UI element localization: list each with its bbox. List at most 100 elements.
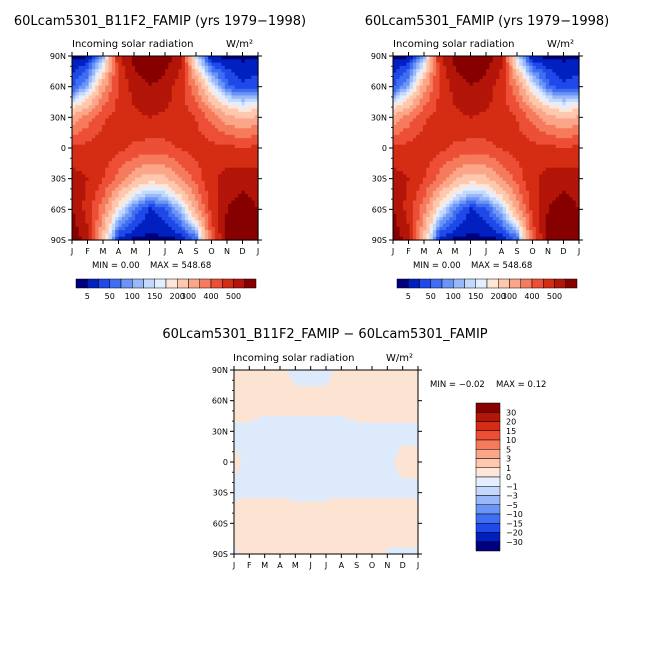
heatmap-cell (214, 213, 219, 218)
heatmap-cell (419, 79, 424, 83)
heatmap-cell (456, 88, 461, 93)
heatmap-cell (436, 121, 441, 126)
heatmap-cell (426, 131, 431, 136)
heatmap-cell (432, 141, 437, 146)
heatmap-cell (151, 187, 156, 192)
heatmap-cell (402, 75, 407, 80)
heatmap-cell (449, 59, 454, 64)
heatmap-cell (72, 190, 76, 195)
heatmap-cell (228, 220, 233, 225)
heatmap-cell (419, 98, 424, 103)
heatmap-cell (214, 118, 219, 123)
heatmap-cell (238, 164, 242, 169)
heatmap-cell (562, 148, 567, 152)
heatmap-cell (128, 210, 133, 215)
panel-1-heatmap (72, 56, 259, 241)
heatmap-cell (519, 141, 524, 146)
heatmap-cell (174, 148, 179, 152)
heatmap-cell (224, 171, 229, 175)
heatmap-cell (161, 141, 166, 146)
heatmap-cell (412, 118, 417, 123)
heatmap-cell (519, 125, 524, 129)
heatmap-cell (555, 131, 560, 136)
heatmap-cell (88, 95, 93, 100)
heatmap-cell (178, 197, 183, 202)
heatmap-cell (419, 118, 424, 123)
heatmap-cell (148, 148, 153, 152)
heatmap-cell (399, 151, 404, 156)
heatmap-cell (482, 92, 487, 97)
heatmap-cell (72, 187, 76, 192)
heatmap-cell (75, 210, 80, 215)
heatmap-cell (178, 148, 183, 152)
heatmap-cell (244, 75, 249, 80)
heatmap-cell (228, 210, 233, 215)
heatmap-cell (539, 62, 544, 67)
heatmap-cell (208, 213, 213, 218)
heatmap-cell (131, 180, 136, 185)
heatmap-cell (155, 108, 159, 113)
heatmap-cell (168, 210, 173, 215)
heatmap-cell (234, 217, 239, 221)
heatmap-cell (489, 148, 494, 152)
heatmap-cell (98, 223, 103, 228)
heatmap-cell (151, 190, 156, 195)
heatmap-cell (479, 144, 484, 149)
panel-1: 60Lcam5301_B11F2_FAMIP (yrs 1979−1998) I… (14, 14, 306, 301)
heatmap-cell (565, 118, 570, 123)
heatmap-cell (95, 233, 100, 238)
heatmap-cell (108, 220, 113, 225)
heatmap-cell (393, 115, 397, 120)
heatmap-cell (436, 115, 441, 120)
heatmap-cell (532, 121, 537, 126)
heatmap-cell (525, 98, 530, 103)
heatmap-cell (479, 128, 484, 133)
heatmap-cell (439, 105, 444, 110)
heatmap-cell (158, 148, 163, 152)
heatmap-cell (115, 144, 120, 149)
heatmap-cell (91, 161, 96, 166)
heatmap-cell (125, 69, 130, 74)
heatmap-cell (399, 148, 404, 152)
heatmap-cell (184, 184, 189, 189)
heatmap-cell (188, 174, 193, 179)
heatmap-cell (248, 82, 252, 87)
heatmap-cell (238, 85, 242, 90)
heatmap-cell (165, 164, 169, 169)
heatmap-cell (151, 236, 156, 241)
heatmap-cell (244, 121, 249, 126)
heatmap-cell (105, 108, 110, 113)
heatmap-cell (78, 217, 83, 221)
heatmap-cell (532, 134, 537, 139)
heatmap-cell (198, 157, 203, 162)
heatmap-cell (422, 111, 427, 116)
heatmap-cell (489, 56, 494, 60)
heatmap-cell (108, 111, 113, 116)
heatmap-cell (499, 128, 504, 133)
heatmap-cell (254, 65, 259, 70)
heatmap-cell (248, 233, 252, 238)
heatmap-cell (231, 79, 236, 83)
heatmap-cell (125, 128, 130, 133)
heatmap-cell (95, 128, 100, 133)
heatmap-cell (151, 65, 156, 70)
heatmap-cell (105, 72, 110, 77)
heatmap-cell (204, 111, 209, 116)
heatmap-cell (178, 141, 183, 146)
heatmap-cell (208, 171, 213, 175)
heatmap-cell (231, 210, 236, 215)
heatmap-cell (489, 62, 494, 67)
heatmap-cell (131, 118, 136, 123)
heatmap-cell (234, 180, 239, 185)
heatmap-cell (522, 125, 527, 129)
heatmap-cell (155, 88, 159, 93)
heatmap-cell (238, 200, 242, 205)
heatmap-cell (81, 190, 86, 195)
heatmap-cell (502, 118, 507, 123)
heatmap-cell (231, 121, 236, 126)
heatmap-cell (228, 102, 233, 106)
heatmap-cell (174, 154, 179, 159)
heatmap-cell (452, 82, 457, 87)
heatmap-cell (495, 118, 500, 123)
heatmap-cell (439, 59, 444, 64)
